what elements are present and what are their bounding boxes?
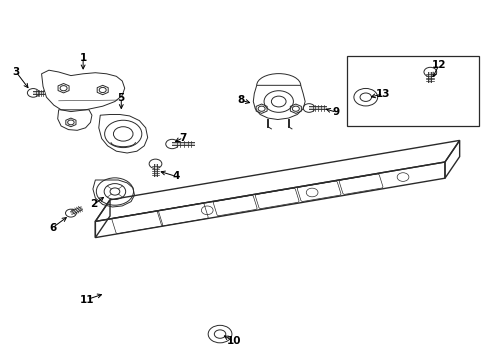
Text: 4: 4 bbox=[172, 171, 180, 181]
Text: 6: 6 bbox=[49, 222, 56, 233]
Text: 8: 8 bbox=[237, 95, 244, 105]
Bar bbox=[346, 56, 478, 126]
Text: 1: 1 bbox=[80, 53, 86, 63]
Text: 5: 5 bbox=[118, 93, 124, 103]
Text: 12: 12 bbox=[431, 60, 446, 70]
Text: 3: 3 bbox=[13, 67, 20, 77]
Text: 9: 9 bbox=[332, 107, 339, 117]
Text: 2: 2 bbox=[90, 199, 97, 210]
Text: 10: 10 bbox=[226, 336, 241, 346]
Text: 7: 7 bbox=[179, 132, 187, 143]
Text: 13: 13 bbox=[375, 89, 390, 99]
Text: 11: 11 bbox=[80, 294, 94, 305]
